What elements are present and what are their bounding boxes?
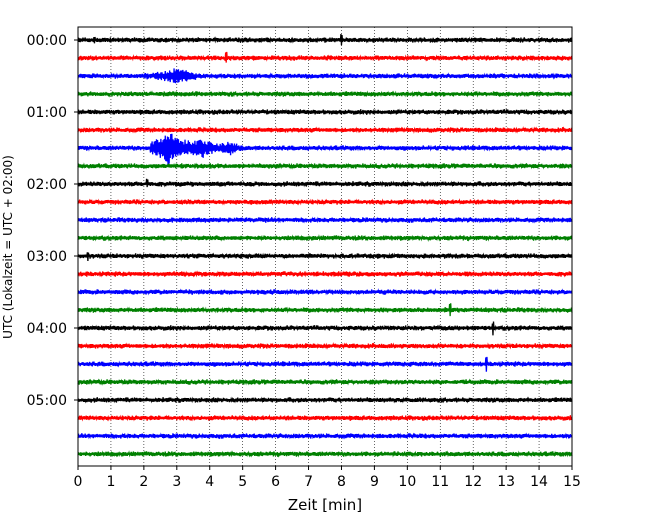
- x-tick-label-5: 5: [238, 474, 247, 490]
- x-tick-label-8: 8: [337, 474, 346, 490]
- y-tick-label-4: 04:00: [27, 321, 67, 337]
- trace-6: [77, 133, 573, 165]
- x-tick-label-9: 9: [370, 474, 379, 490]
- trace-15: [77, 303, 573, 317]
- trace-0: [77, 34, 573, 46]
- trace-20: [77, 396, 573, 404]
- trace-19: [77, 378, 573, 386]
- x-axis-ticks: 0 1 2 3 4 5 6 7 8 9 10 11 12 13 14 15: [74, 466, 581, 490]
- trace-13: [77, 270, 573, 278]
- x-tick-label-1: 1: [106, 474, 115, 490]
- trace-17: [77, 342, 573, 350]
- x-tick-label-14: 14: [530, 474, 548, 490]
- trace-11: [77, 234, 573, 242]
- trace-18: [77, 356, 573, 372]
- trace-8: [77, 178, 573, 188]
- x-tick-label-6: 6: [271, 474, 280, 490]
- trace-10: [77, 216, 573, 224]
- y-tick-label-0: 00:00: [27, 33, 67, 49]
- trace-16: [77, 321, 573, 336]
- y-tick-label-3: 03:00: [27, 249, 67, 265]
- seismic-traces: [77, 34, 573, 458]
- y-axis-ticks: 00:00 01:00 02:00 03:00 04:00 05:00: [27, 33, 78, 409]
- plot-frame: [77, 26, 573, 467]
- x-tick-label-12: 12: [464, 474, 482, 490]
- x-tick-label-13: 13: [497, 474, 515, 490]
- trace-22: [77, 432, 573, 440]
- trace-21: [77, 414, 573, 422]
- trace-1: [77, 51, 573, 63]
- trace-12: [77, 252, 573, 261]
- y-axis-label: UTC (Lokalzeit = UTC + 02:00): [1, 155, 15, 339]
- x-tick-label-0: 0: [74, 474, 83, 490]
- grid-lines: [110, 27, 540, 466]
- trace-5: [77, 126, 573, 134]
- x-axis-label: Zeit [min]: [288, 496, 362, 514]
- x-tick-label-7: 7: [304, 474, 313, 490]
- x-tick-label-11: 11: [431, 474, 449, 490]
- x-tick-label-4: 4: [205, 474, 214, 490]
- x-tick-label-2: 2: [139, 474, 148, 490]
- y-tick-label-2: 02:00: [27, 177, 67, 193]
- trace-14: [77, 288, 573, 296]
- trace-2: [77, 68, 573, 84]
- trace-9: [77, 198, 573, 206]
- y-tick-label-5: 05:00: [27, 393, 67, 409]
- trace-7: [77, 162, 573, 170]
- trace-23: [77, 450, 573, 458]
- x-tick-label-10: 10: [398, 474, 416, 490]
- x-tick-label-3: 3: [172, 474, 181, 490]
- trace-3: [77, 90, 573, 98]
- y-tick-label-1: 01:00: [27, 105, 67, 121]
- x-tick-label-15: 15: [563, 474, 581, 490]
- trace-4: [77, 108, 573, 116]
